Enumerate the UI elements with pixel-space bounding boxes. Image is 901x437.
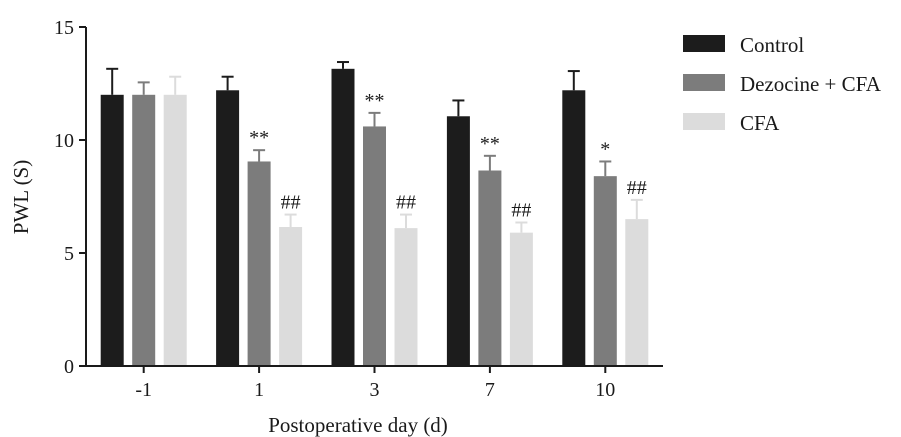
significance-label: ## <box>281 192 301 214</box>
significance-label: ## <box>627 177 647 199</box>
legend: Control Dezocine + CFA CFA <box>683 33 882 135</box>
y-axis-title: PWL (S) <box>9 160 33 234</box>
significance-label: * <box>600 138 610 160</box>
bar <box>478 170 502 366</box>
y-tick-label: 0 <box>64 356 74 378</box>
y-tick-label: 10 <box>54 130 74 152</box>
x-axis: -1 1 3 7 10 <box>86 365 663 401</box>
legend-label: Dezocine + CFA <box>740 72 882 96</box>
bar <box>163 94 187 367</box>
x-axis-title: Postoperative day (d) <box>268 413 448 437</box>
bar <box>216 90 240 366</box>
bar <box>331 68 355 366</box>
significance-label: ## <box>511 199 531 221</box>
x-tick-label: 1 <box>254 379 264 401</box>
legend-swatch <box>683 74 725 91</box>
legend-swatch <box>683 35 725 52</box>
x-tick-label: 3 <box>370 379 380 401</box>
plot-area: ** ## ** ## ** ## * ## <box>100 61 649 367</box>
bar <box>593 176 617 366</box>
bar <box>247 161 271 366</box>
legend-label: CFA <box>740 111 780 135</box>
bar <box>509 232 533 366</box>
significance-label: ** <box>249 127 269 149</box>
y-tick-label: 5 <box>64 243 74 265</box>
legend-label: Control <box>740 33 804 57</box>
significance-label: ** <box>365 90 385 112</box>
bar <box>363 126 386 366</box>
significance-label: ## <box>396 192 416 214</box>
bar <box>446 116 470 367</box>
bar <box>625 219 649 366</box>
bar <box>562 90 586 366</box>
x-tick-label: 7 <box>485 379 495 401</box>
bar <box>394 228 418 366</box>
bar <box>132 94 156 367</box>
bar <box>279 227 303 366</box>
x-tick-label: -1 <box>135 379 152 401</box>
x-tick-label: 10 <box>595 379 615 401</box>
significance-label: ** <box>480 133 500 155</box>
bar <box>100 94 124 367</box>
y-axis: 0 5 10 15 <box>54 17 87 378</box>
y-tick-label: 15 <box>54 17 74 39</box>
legend-swatch <box>683 113 725 130</box>
